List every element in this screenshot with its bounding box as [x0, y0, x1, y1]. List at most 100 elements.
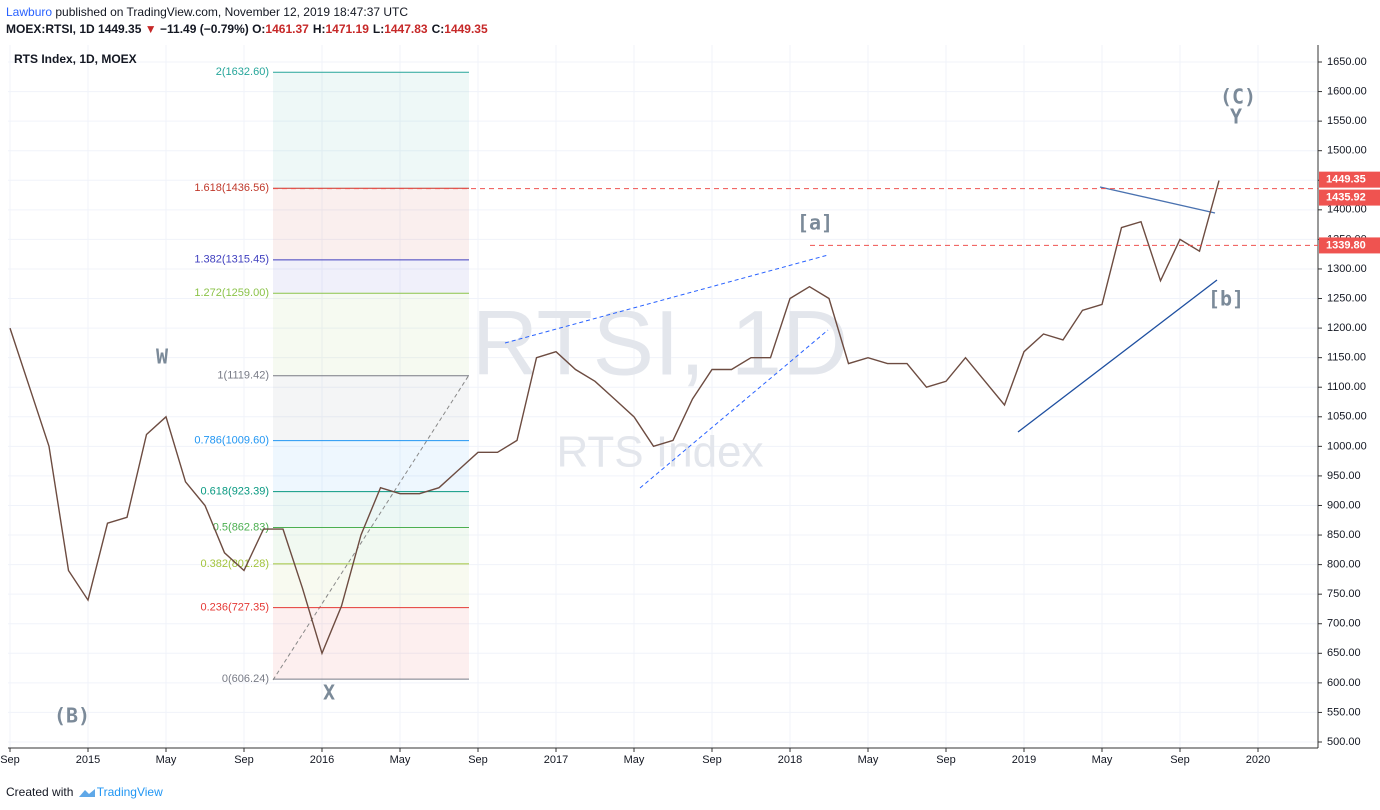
- wave-label: (C): [1220, 85, 1256, 109]
- footer: Created with TradingView: [6, 785, 163, 799]
- fib-band: [273, 72, 469, 189]
- wave-label: X: [323, 681, 335, 705]
- trend-line: [639, 329, 829, 489]
- y-tick-label: 1300.00: [1327, 263, 1367, 275]
- y-tick-label: 850.00: [1327, 529, 1361, 541]
- fib-band: [273, 259, 469, 294]
- y-tick-label: 600.00: [1327, 677, 1361, 689]
- watermark-sub: RTS Index: [556, 428, 763, 477]
- change: −11.49 (−0.79%): [160, 22, 249, 36]
- ohlc-key: C:: [431, 22, 445, 36]
- wave-label: Y: [1230, 105, 1242, 129]
- wave-label: (B): [54, 704, 90, 728]
- fib-label: 1.272(1259.00): [194, 287, 269, 299]
- fib-band: [273, 563, 469, 608]
- x-tick-label: May: [858, 754, 879, 766]
- fib-label: 1.382(1315.45): [194, 254, 269, 266]
- arrow: ▼: [144, 22, 157, 36]
- y-tick-label: 1250.00: [1327, 292, 1367, 304]
- fib-band: [273, 440, 469, 492]
- fib-label: 0.236(727.35): [201, 601, 270, 613]
- chart-title: RTS Index, 1D, MOEX: [14, 52, 137, 66]
- wave-label: [b]: [1208, 287, 1244, 311]
- published: published on TradingView.com, November 1…: [55, 5, 409, 19]
- price-tag: [1319, 237, 1380, 254]
- x-tick-label: May: [1092, 754, 1113, 766]
- trend-line: [1017, 279, 1218, 433]
- price-tag-label: 1435.92: [1326, 191, 1366, 203]
- y-tick-label: 1050.00: [1327, 411, 1367, 423]
- y-tick-label: 900.00: [1327, 499, 1361, 511]
- ohlc-key: H:: [312, 22, 326, 36]
- ohlc-key: O:: [252, 22, 266, 36]
- y-tick-label: 550.00: [1327, 706, 1361, 718]
- brand: TradingView: [96, 785, 163, 799]
- fib-band: [273, 188, 469, 260]
- fib-band: [273, 293, 469, 376]
- y-tick-label: 1650.00: [1327, 56, 1367, 68]
- fib-trend: [272, 374, 470, 681]
- watermark: RTSI, 1D: [472, 292, 849, 394]
- x-tick-label: Sep: [0, 754, 20, 766]
- y-tick-label: 1550.00: [1327, 115, 1367, 127]
- y-tick-label: 1200.00: [1327, 322, 1367, 334]
- fib-label: 0(606.24): [222, 673, 269, 685]
- ohlc-key: L:: [372, 22, 385, 36]
- x-tick-label: Sep: [468, 754, 488, 766]
- fib-label: 0.786(1009.60): [194, 435, 269, 447]
- wave-label: [a]: [797, 211, 833, 235]
- x-tick-label: 2018: [778, 754, 802, 766]
- y-tick-label: 750.00: [1327, 588, 1361, 600]
- x-tick-label: Sep: [936, 754, 956, 766]
- ohlc: O:1461.37 H:1471.19 L:1447.83 C:1449.35: [252, 22, 492, 36]
- fib-label: 1(1119.42): [217, 370, 269, 382]
- price-tag: [1319, 189, 1380, 206]
- author: Lawburo: [6, 5, 53, 19]
- y-tick-label: 1150.00: [1327, 352, 1366, 364]
- fib-band: [273, 527, 469, 564]
- background-layer: [8, 45, 1318, 748]
- y-tick-label: 500.00: [1327, 736, 1361, 748]
- price-tag-label: 1449.35: [1326, 174, 1366, 186]
- fib-label: 0.618(923.39): [201, 486, 270, 498]
- x-tick-label: Sep: [1170, 754, 1190, 766]
- price-tag: [1319, 171, 1380, 188]
- x-tick-label: May: [624, 754, 645, 766]
- x-tick-label: Sep: [234, 754, 254, 766]
- x-tick-label: 2017: [544, 754, 568, 766]
- price-tag-label: 1339.80: [1326, 239, 1366, 251]
- created: Created with: [6, 785, 74, 799]
- y-tick-label: 700.00: [1327, 618, 1361, 630]
- trend-line: [1099, 186, 1216, 214]
- x-tick-label: Sep: [702, 754, 722, 766]
- fib-label: 0.382(801.28): [201, 558, 270, 570]
- x-tick-label: 2015: [76, 754, 100, 766]
- y-tick-label: 1000.00: [1327, 440, 1367, 452]
- symbol: MOEX:RTSI, 1D: [6, 22, 95, 36]
- y-tick-label: 1500.00: [1327, 145, 1367, 157]
- y-tick-label: 650.00: [1327, 647, 1361, 659]
- fib-label: 2(1632.60): [216, 66, 269, 78]
- ohlc-value: 1449.35: [444, 22, 488, 36]
- fib-band: [273, 607, 469, 680]
- y-tick-label: 1400.00: [1327, 204, 1367, 216]
- ohlc-value: 1461.37: [265, 22, 309, 36]
- y-tick-label: 950.00: [1327, 470, 1361, 482]
- fib-label: 1.618(1436.56): [194, 182, 269, 194]
- ohlc-value: 1447.83: [384, 22, 428, 36]
- y-tick-label: 1100.00: [1327, 381, 1366, 393]
- wave-label: W: [156, 345, 169, 369]
- x-tick-label: 2016: [310, 754, 334, 766]
- x-tick-label: May: [390, 754, 411, 766]
- x-tick-label: May: [156, 754, 177, 766]
- y-tick-label: 800.00: [1327, 559, 1361, 571]
- fib-band: [273, 375, 469, 441]
- ohlc-value: 1471.19: [325, 22, 369, 36]
- x-tick-label: 2019: [1012, 754, 1036, 766]
- price-line: [9, 180, 1220, 656]
- x-tick-label: 2020: [1246, 754, 1270, 766]
- y-tick-label: 1600.00: [1327, 85, 1367, 97]
- header: Lawburo published on TradingView.com, No…: [6, 4, 492, 38]
